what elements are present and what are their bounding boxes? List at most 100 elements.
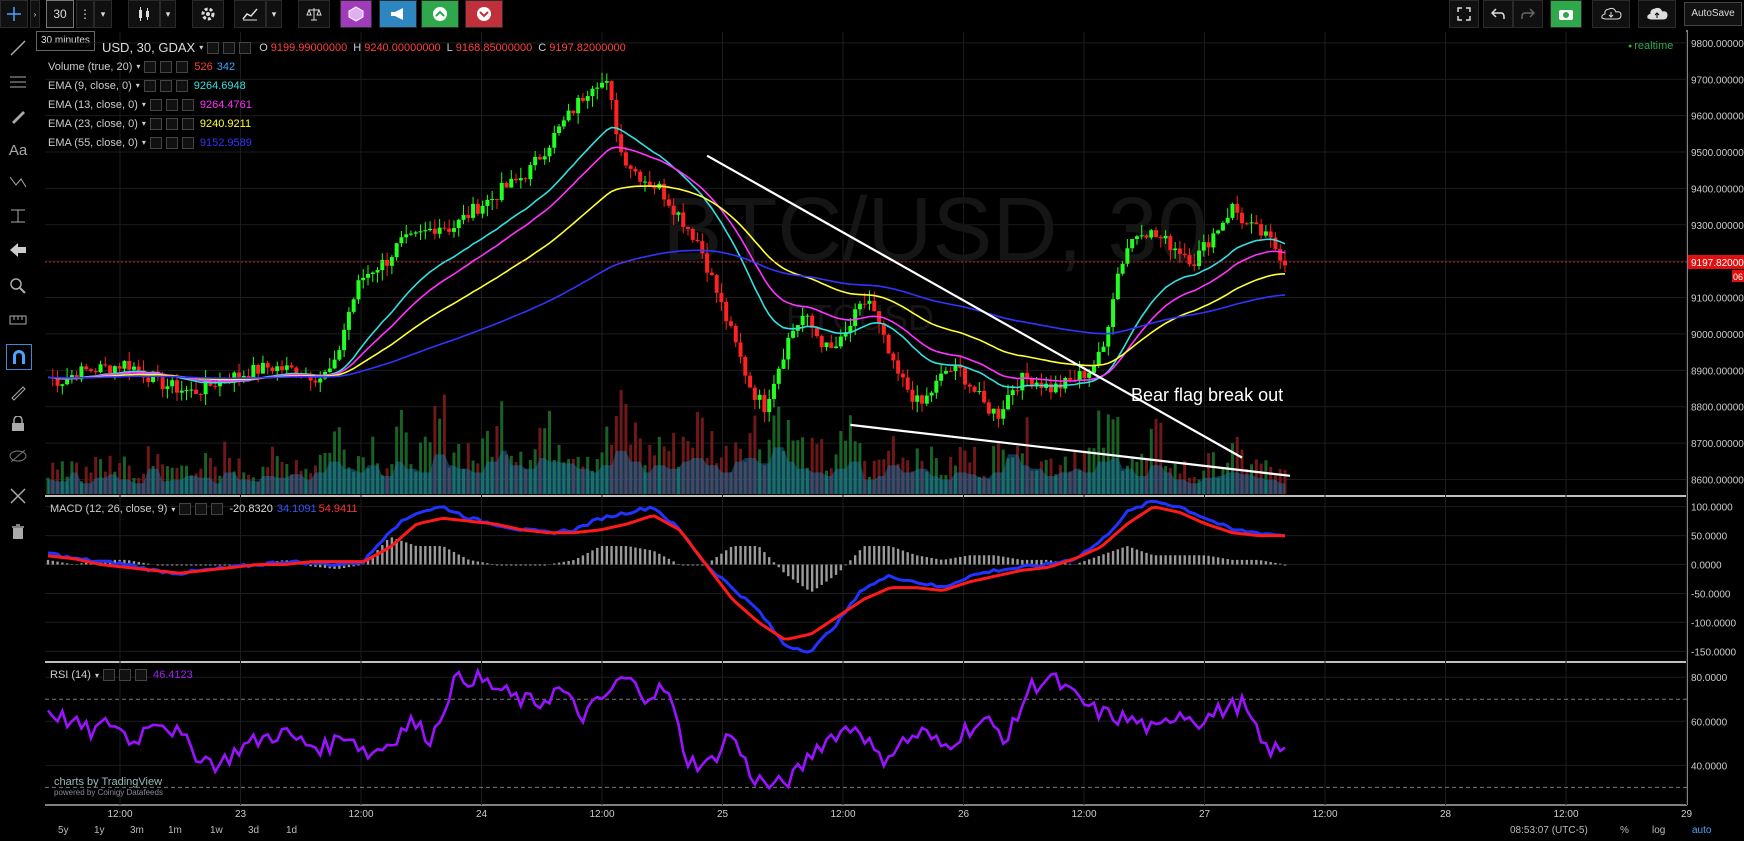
- candle-body: [953, 364, 958, 372]
- range-button-1w[interactable]: 1w: [210, 825, 223, 836]
- trend-line-icon[interactable]: [6, 36, 30, 60]
- hide-eye-icon[interactable]: [6, 444, 30, 468]
- undo-button[interactable]: [1483, 0, 1513, 28]
- rsi-eye-icon[interactable]: [118, 669, 131, 681]
- indicator-label[interactable]: EMA (9, close, 0): [48, 79, 132, 92]
- screenshot-button[interactable]: [1550, 0, 1582, 28]
- macd-eye-icon[interactable]: [195, 503, 208, 515]
- indicator-close-icon[interactable]: [181, 117, 194, 130]
- indicator-dropdown-icon[interactable]: ▾: [141, 138, 146, 147]
- indicator-eye-icon[interactable]: [159, 79, 172, 92]
- pattern-icon[interactable]: [6, 170, 30, 194]
- indicator-label[interactable]: EMA (13, close, 0): [48, 98, 138, 111]
- indicator-dropdown-icon[interactable]: ▾: [141, 100, 146, 109]
- lock-icon[interactable]: [6, 412, 30, 436]
- chart-style-dropdown[interactable]: ▾: [160, 0, 176, 28]
- brush-icon[interactable]: [6, 104, 30, 128]
- symbol-dropdown-icon[interactable]: ▾: [199, 43, 204, 52]
- chart-canvas[interactable]: 9800.000000 9700.000000 9600.000000 9500.00…: [0, 0, 1744, 821]
- range-button-1d[interactable]: 1d: [286, 825, 298, 836]
- volume-bar: [261, 466, 265, 494]
- range-button-5y[interactable]: 5y: [58, 825, 69, 836]
- tradingview-branding[interactable]: charts by TradingView powered by Coinigy…: [54, 776, 163, 797]
- indicator-close-icon[interactable]: [176, 60, 189, 73]
- volume-bar: [99, 459, 103, 494]
- save-layout-button[interactable]: [1638, 0, 1676, 28]
- arrow-left-icon[interactable]: [6, 238, 30, 262]
- candle-body: [791, 330, 796, 338]
- volume-bar: [189, 475, 193, 494]
- indicator-settings-icon[interactable]: [149, 98, 162, 111]
- indicator-settings-icon[interactable]: [149, 117, 162, 130]
- range-button-3m[interactable]: 3m: [130, 825, 144, 836]
- indicator-settings-icon[interactable]: [149, 136, 162, 149]
- autosave-button[interactable]: AutoSave: [1684, 2, 1742, 26]
- pencil-lock-icon[interactable]: [6, 380, 30, 404]
- announce-button[interactable]: [379, 0, 417, 28]
- indicator-close-icon[interactable]: [181, 136, 194, 149]
- indicator-close-icon[interactable]: [175, 79, 188, 92]
- log-toggle[interactable]: log: [1652, 825, 1666, 836]
- measure-icon[interactable]: [6, 204, 30, 228]
- candle-body: [461, 215, 466, 220]
- rsi-close-icon[interactable]: [134, 669, 147, 681]
- text-tool-icon[interactable]: Aa: [8, 141, 28, 159]
- chart-style-button[interactable]: [128, 0, 160, 28]
- ruler-icon[interactable]: [6, 308, 30, 332]
- indicator-eye-icon[interactable]: [160, 60, 173, 73]
- magnet-icon[interactable]: [6, 344, 32, 370]
- fullscreen-button[interactable]: [1449, 0, 1479, 28]
- indicator-settings-icon[interactable]: [144, 60, 157, 73]
- macd-settings-icon[interactable]: [179, 503, 192, 515]
- auto-toggle[interactable]: auto: [1692, 825, 1712, 836]
- range-button-3d[interactable]: 3d: [248, 825, 260, 836]
- macd-close-icon[interactable]: [211, 503, 224, 515]
- interval-menu-button[interactable]: ⋮: [76, 0, 94, 28]
- macd-histogram-bar: [596, 547, 599, 565]
- sidebar-collapse-button[interactable]: ›: [30, 0, 40, 28]
- indicator-close-icon[interactable]: [181, 98, 194, 111]
- interval-dropdown-button[interactable]: ▾: [94, 0, 112, 28]
- settings-icon[interactable]: [207, 41, 220, 54]
- range-button-1y[interactable]: 1y: [94, 825, 105, 836]
- zoom-icon[interactable]: [6, 274, 30, 298]
- horizontal-lines-icon[interactable]: [6, 70, 30, 94]
- remove-tools-icon[interactable]: [6, 484, 30, 508]
- range-button-1m[interactable]: 1m: [168, 825, 182, 836]
- upper-trendline: [706, 154, 1243, 459]
- macd-dropdown-icon[interactable]: ▾: [171, 504, 176, 514]
- load-layout-button[interactable]: [1592, 0, 1630, 28]
- indicators-button[interactable]: [234, 0, 266, 28]
- indicator-dropdown-icon[interactable]: ▾: [136, 62, 141, 71]
- indicator-eye-icon[interactable]: [165, 98, 178, 111]
- indicator-eye-icon[interactable]: [165, 136, 178, 149]
- volume-bar: [562, 462, 566, 494]
- redo-button[interactable]: [1513, 0, 1543, 28]
- indicators-dropdown[interactable]: ▾: [266, 0, 282, 28]
- rsi-settings-icon[interactable]: [102, 669, 115, 681]
- crosshair-button[interactable]: [0, 0, 28, 28]
- indicator-label[interactable]: EMA (55, close, 0): [48, 136, 138, 149]
- indicator-label[interactable]: Volume (true, 20): [48, 60, 133, 73]
- volume-bar: [208, 457, 212, 494]
- symbol-name[interactable]: USD, 30, GDAX: [102, 40, 196, 55]
- indicator-label[interactable]: EMA (23, close, 0): [48, 117, 138, 130]
- eye-icon[interactable]: [223, 41, 236, 54]
- cube-button[interactable]: [340, 0, 372, 28]
- percent-toggle[interactable]: %: [1620, 825, 1629, 836]
- rsi-label[interactable]: RSI (14): [50, 669, 91, 681]
- indicator-eye-icon[interactable]: [165, 117, 178, 130]
- interval-button[interactable]: 30: [46, 0, 74, 28]
- indicator-row: EMA (23, close, 0) ▾ 9240.9211: [48, 114, 626, 133]
- up-button[interactable]: [421, 0, 459, 28]
- close-icon[interactable]: [239, 41, 252, 54]
- down-button[interactable]: [465, 0, 503, 28]
- macd-label[interactable]: MACD (12, 26, close, 9): [50, 503, 168, 515]
- settings-button[interactable]: [192, 0, 224, 28]
- trash-icon[interactable]: [6, 520, 30, 544]
- compare-button[interactable]: [298, 0, 330, 28]
- indicator-settings-icon[interactable]: [143, 79, 156, 92]
- rsi-dropdown-icon[interactable]: ▾: [94, 670, 99, 680]
- indicator-dropdown-icon[interactable]: ▾: [135, 81, 140, 90]
- indicator-dropdown-icon[interactable]: ▾: [141, 119, 146, 128]
